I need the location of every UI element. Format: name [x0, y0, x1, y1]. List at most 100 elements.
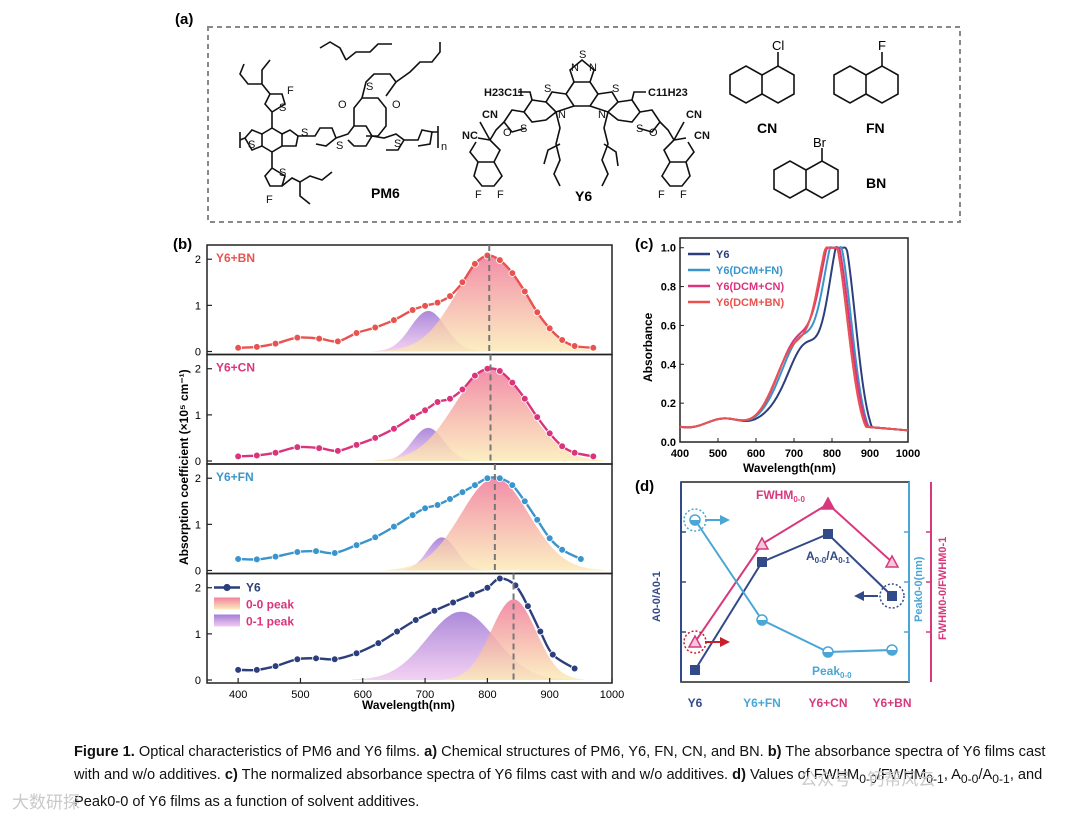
- annot-a-sub1: 0-0: [815, 556, 827, 565]
- peak-marker-fill: [690, 520, 700, 525]
- caption-part6: /FWHM: [876, 767, 927, 783]
- caption-part3: The absorbance spectra of Y6 films cast …: [74, 744, 1046, 783]
- arrow-head-a-ratio: [854, 591, 864, 601]
- y6-atom-f4: F: [680, 189, 687, 201]
- panel-d-frame: [680, 481, 910, 683]
- cn-label: CN: [757, 120, 777, 136]
- data-point: [570, 448, 579, 457]
- pm6-atom-o2: O: [392, 99, 401, 111]
- panel-label-c: (c): [635, 236, 653, 253]
- annot-peak: Peak0-0: [812, 664, 852, 680]
- caption-sub2: 0-1: [926, 771, 944, 786]
- data-point: [352, 329, 361, 337]
- y-tick-label: 0.2: [661, 398, 676, 410]
- panel-d-categories: Y6 Y6+FN Y6+CN Y6+BN: [688, 696, 912, 710]
- data-point: [271, 339, 280, 348]
- subplot-y6: 0 1 2: [195, 572, 613, 687]
- data-point: [545, 429, 554, 438]
- pm6-atom-s7: S: [394, 138, 401, 150]
- category-label: Y6+CN: [808, 696, 847, 710]
- y6-structure: [469, 58, 695, 187]
- legend-label-0-1: 0-1 peak: [246, 615, 294, 629]
- fwhm-marker: [884, 554, 900, 568]
- x-tick-label: 800: [823, 448, 841, 460]
- pm6-atom-s3: S: [279, 102, 286, 114]
- data-point: [253, 451, 261, 460]
- y6-atom-n1: N: [571, 62, 579, 74]
- panel-d-right-label-2: FWHM0-0/FWHM0-1: [937, 537, 949, 640]
- data-point: [421, 406, 429, 415]
- x-tick-label: 700: [785, 448, 803, 460]
- data-point: [533, 413, 542, 421]
- panel-d-plot: [681, 496, 931, 675]
- data-point: [271, 552, 280, 561]
- caption-part1: Optical characteristics of PM6 and Y6 fi…: [134, 744, 425, 760]
- pm6-atom-s6: S: [366, 81, 373, 93]
- data-point: [330, 655, 339, 664]
- subplot-label: Y6+FN: [216, 470, 254, 484]
- data-point: [524, 602, 532, 610]
- pm6-atom-s1: S: [248, 139, 255, 151]
- y6-cn-3: CN: [694, 130, 710, 142]
- y6-chain-right: C11H23: [648, 87, 688, 99]
- data-point: [471, 481, 479, 489]
- panel-c-plot: [679, 246, 909, 432]
- watermark-left: 大数研探: [12, 793, 80, 813]
- data-point: [421, 302, 429, 310]
- caption-c: c): [224, 767, 238, 783]
- panel-b-ylabel: Absorption coefficient (×10⁵ cm⁻¹): [177, 369, 191, 565]
- data-point: [446, 292, 454, 300]
- data-point: [558, 545, 566, 554]
- y6-atom-n4: N: [598, 109, 606, 121]
- x-tick-label: 1000: [896, 448, 920, 460]
- peak-marker-fill: [887, 650, 897, 655]
- legend-label: Y6: [716, 249, 729, 261]
- fwhm-marker: [820, 496, 836, 510]
- y-tick-label: 0: [195, 456, 201, 468]
- bn-structure: [773, 148, 839, 199]
- panel-label-b: (b): [173, 236, 192, 253]
- a-ratio-marker: [887, 591, 897, 601]
- y6-cn-1: CN: [482, 109, 498, 121]
- panel-b-legend: Y6 0-0 peak 0-1 peak: [214, 581, 294, 629]
- x-tick-label: 1000: [600, 689, 624, 701]
- caption-sub4: 0-1: [992, 771, 1010, 786]
- annot-fwhm-sub: 0-0: [793, 495, 805, 504]
- highlight-circle-a-ratio: [879, 583, 905, 609]
- data-point: [234, 452, 242, 461]
- peak-marker-fill: [757, 620, 767, 625]
- annot-peak-main: Peak: [812, 664, 840, 678]
- data-point: [570, 664, 579, 673]
- panel-c-xlabel: Wavelength(nm): [743, 461, 836, 475]
- data-point: [496, 474, 504, 483]
- cn-structure: [729, 52, 795, 104]
- data-point: [449, 598, 457, 607]
- data-point: [430, 606, 439, 615]
- x-tick-label: 900: [861, 448, 879, 460]
- y6-atom-s4: S: [520, 123, 527, 135]
- subplot-frame: [206, 572, 613, 684]
- x-tick-label: 900: [541, 689, 559, 701]
- subplot-label: Y6+CN: [216, 361, 255, 375]
- data-point: [570, 342, 579, 350]
- y-tick-label: 0.6: [661, 320, 676, 332]
- data-point: [411, 616, 420, 624]
- data-point: [549, 650, 557, 659]
- data-point: [545, 324, 554, 333]
- data-point: [508, 269, 517, 277]
- data-point: [330, 549, 339, 557]
- figure-caption: Figure 1. Optical characteristics of PM6…: [74, 741, 1064, 814]
- legend-label-y6: Y6: [246, 581, 261, 595]
- data-point: [315, 334, 323, 343]
- gaussian-0-0-peak: [380, 255, 601, 352]
- data-point: [371, 323, 380, 332]
- arrow-head-peak: [720, 515, 730, 525]
- panel-c-ylabel: Absorbance: [641, 312, 655, 382]
- y6-atom-n2: N: [589, 62, 597, 74]
- y-tick-label: 1: [195, 300, 201, 312]
- annot-fwhm-main: FWHM: [756, 488, 793, 502]
- data-point: [390, 316, 398, 324]
- y6-atom-o2: O: [649, 127, 658, 139]
- pm6-atom-f1: F: [287, 85, 294, 97]
- panel-c-legend: Y6 Y6(DCM+FN) Y6(DCM+CN) Y6(DCM+BN): [688, 249, 784, 309]
